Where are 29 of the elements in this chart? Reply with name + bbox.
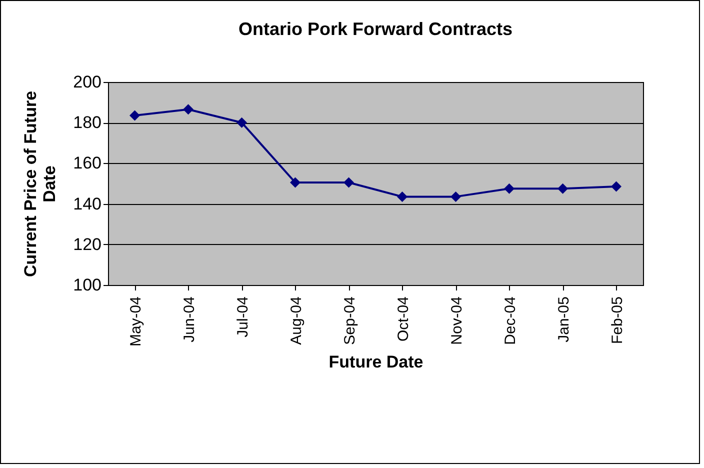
x-tick-label: Jan-05: [555, 296, 572, 342]
point: [397, 191, 408, 202]
y-tick-label: 140: [73, 194, 102, 214]
y-axis-title: Current Price of Future Date: [21, 90, 60, 278]
point: [183, 104, 194, 115]
y-tick-label: 100: [73, 276, 102, 294]
x-axis-title: Future Date: [328, 352, 424, 372]
x-tick-label: Sep-04: [341, 296, 358, 345]
chart-title: Ontario Pork Forward Contracts: [238, 19, 513, 39]
x-tick-label: Feb-05: [608, 296, 626, 344]
point: [130, 110, 140, 121]
point: [344, 177, 354, 188]
point: [504, 183, 514, 194]
point: [236, 117, 247, 128]
y-tick-label: 160: [73, 154, 102, 173]
y-tick-label: 180: [73, 113, 102, 132]
x-tick-label: Oct-04: [394, 296, 412, 342]
x-tick-label: Nov-04: [448, 296, 466, 345]
x-tick-label: Jul-04: [234, 296, 252, 338]
point: [290, 177, 300, 188]
point: [558, 183, 568, 194]
x-tick-label: Aug-04: [288, 296, 305, 345]
y-tick-label: 200: [73, 72, 102, 92]
point: [450, 191, 461, 202]
point: [611, 181, 622, 192]
y-tick-label: 120: [73, 234, 102, 254]
x-tick-label: Dec-04: [502, 296, 519, 345]
x-tick-label: Jun-04: [180, 296, 198, 342]
x-tick-label: May-04: [127, 296, 144, 347]
